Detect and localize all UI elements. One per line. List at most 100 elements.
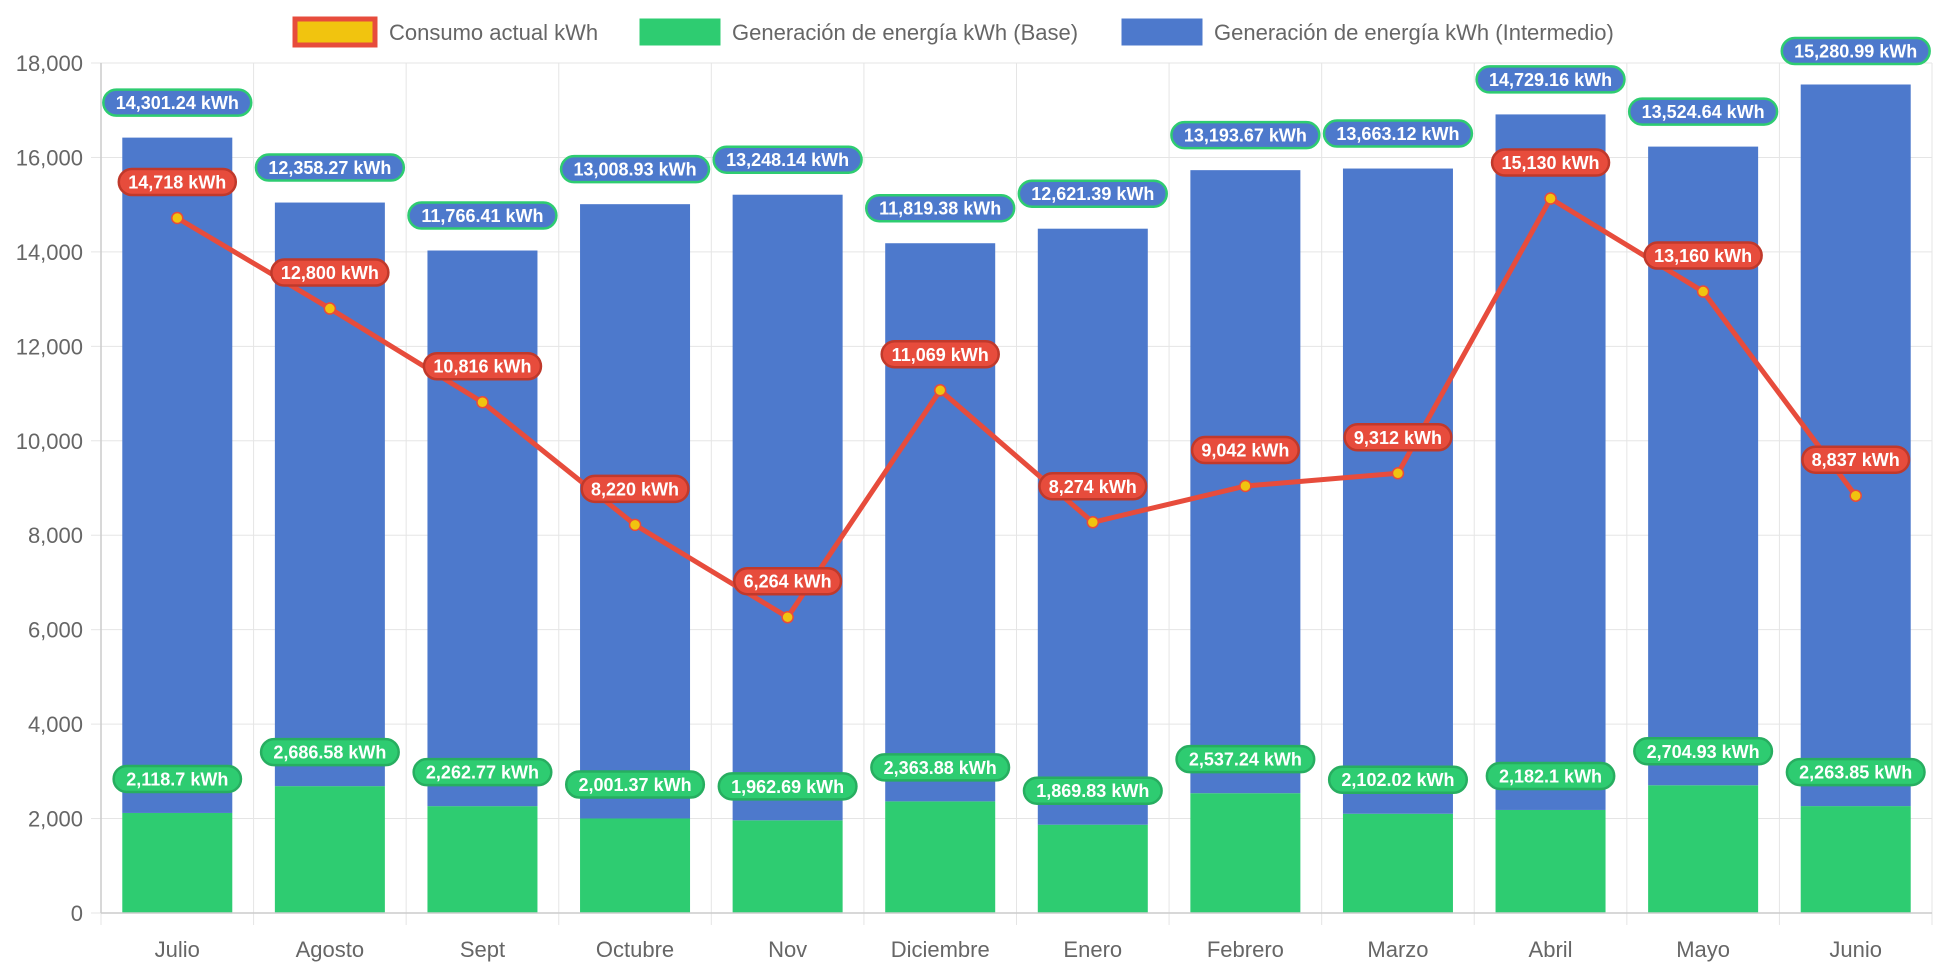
legend-swatch (639, 18, 721, 46)
consumption-value-label-bg (1343, 423, 1453, 452)
intermediate-value-label: 13,248.14 kWh (712, 145, 863, 174)
consumption-value-label-text: 8,220 kWh (591, 479, 679, 499)
base-value-label-bg (564, 770, 706, 799)
base-value-label-text: 2,102.02 kWh (1341, 770, 1454, 790)
x-tick-label: Octubre (596, 937, 674, 962)
consumption-value-label: 15,130 kWh (1490, 148, 1611, 177)
base-value-label: 2,537.24 kWh (1175, 744, 1316, 774)
y-tick-label: 0 (71, 901, 83, 926)
base-value-label-text: 1,869.83 kWh (1036, 781, 1149, 801)
consumption-value-label: 8,274 kWh (1038, 472, 1148, 501)
consumption-value-label-bg (1801, 445, 1911, 474)
intermediate-value-label-bg (1322, 119, 1474, 148)
consumption-value-label-bg (270, 258, 390, 287)
intermediate-value-label: 13,193.67 kWh (1170, 120, 1321, 150)
intermediate-value-label-text: 13,193.67 kWh (1184, 126, 1307, 146)
base-value-label: 2,001.37 kWh (564, 770, 706, 799)
intermediate-value-label-text: 13,248.14 kWh (726, 150, 849, 170)
consumption-value-label-bg (733, 566, 843, 596)
base-value-label-text: 2,537.24 kWh (1189, 750, 1302, 770)
intermediate-value-label: 13,524.64 kWh (1627, 97, 1779, 126)
consumption-point (323, 302, 337, 315)
x-tick-label: Agosto (296, 937, 365, 962)
intermediate-value-label-text: 15,280.99 kWh (1794, 42, 1917, 62)
intermediate-value-label-text: 13,008.93 kWh (574, 160, 697, 180)
x-axis: Julio Agosto Sept Octubre Nov Diciembre Enero F… (101, 912, 1932, 962)
base-value-label-text: 2,686.58 kWh (273, 743, 386, 763)
x-tick-label: Julio (155, 937, 200, 962)
consumption-value-label-text: 8,274 kWh (1049, 477, 1137, 497)
intermediate-value-label: 11,819.38 kWh (865, 193, 1016, 223)
base-value-label: 2,182.1 kWh (1485, 761, 1616, 791)
base-value-label-bg (1022, 776, 1163, 805)
y-tick-label: 6,000 (28, 618, 83, 643)
consumption-point (1239, 479, 1252, 493)
consumption-value-label-text: 10,816 kWh (433, 357, 531, 377)
base-value-label: 1,962.69 kWh (717, 772, 858, 801)
x-tick-label: Diciembre (891, 937, 990, 962)
intermediate-value-label-text: 11,766.41 kWh (421, 206, 543, 226)
legend-label: Consumo actual kWh (389, 20, 598, 45)
base-value-label-bg (1175, 744, 1316, 774)
x-tick-label: Marzo (1367, 937, 1428, 962)
consumption-point (1696, 285, 1710, 298)
base-value-label-text: 2,704.93 kWh (1647, 742, 1760, 762)
base-value-label-bg (259, 737, 400, 767)
bar-intermediate (580, 204, 691, 819)
legend[interactable]: Consumo actual kWh Generación de energía … (292, 16, 1614, 48)
bar-base (732, 820, 843, 913)
bar-base (427, 806, 538, 913)
intermediate-value-label-bg (1170, 120, 1321, 150)
base-value-label-bg (1785, 757, 1926, 787)
bar-intermediate (885, 243, 996, 802)
bar-base (1800, 806, 1911, 913)
consumption-value-label-bg (1190, 435, 1300, 465)
legend-swatch (1121, 18, 1203, 46)
base-value-label: 2,118.7 kWh (112, 764, 243, 794)
base-value-label-bg (112, 764, 243, 794)
x-tick-label: Enero (1063, 937, 1122, 962)
consumption-value-label: 14,718 kWh (117, 167, 238, 197)
intermediate-value-label-text: 12,358.27 kWh (268, 158, 391, 178)
consumption-value-label: 10,816 kWh (422, 351, 543, 381)
consumption-value-label-bg (1490, 148, 1611, 177)
intermediate-value-label-bg (1780, 36, 1931, 66)
legend-swatch (292, 16, 378, 48)
legend-label: Generación de energía kWh (Base) (732, 20, 1078, 45)
intermediate-value-label: 12,358.27 kWh (254, 153, 406, 182)
x-tick-label: Sept (460, 937, 505, 962)
consumption-value-label-bg (117, 167, 238, 197)
base-value-label-text: 2,262.77 kWh (426, 763, 539, 783)
consumption-value-label-text: 8,837 kWh (1812, 450, 1900, 470)
consumption-value-label: 8,220 kWh (580, 474, 690, 504)
x-tick-label: Febrero (1207, 937, 1284, 962)
legend-label: Generación de energía kWh (Intermedio) (1214, 20, 1614, 45)
consumption-point (628, 518, 642, 532)
intermediate-value-label: 12,621.39 kWh (1017, 179, 1168, 208)
base-value-label-text: 1,962.69 kWh (731, 777, 844, 797)
intermediate-value-label: 11,766.41 kWh (407, 201, 558, 230)
consumption-value-label-text: 14,718 kWh (128, 172, 226, 192)
intermediate-value-label-bg (712, 145, 863, 174)
consumption-line (176, 196, 1858, 620)
consumption-value-label-bg (1038, 472, 1148, 501)
intermediate-value-label: 13,008.93 kWh (559, 154, 711, 184)
base-value-label-bg (870, 753, 1011, 782)
consumption-value-label-bg (1643, 241, 1763, 270)
consumption-value-label: 9,312 kWh (1343, 423, 1453, 452)
intermediate-value-label-bg (407, 201, 558, 230)
consumption-value-label-text: 15,130 kWh (1502, 153, 1600, 173)
bar-intermediate (274, 202, 385, 787)
consumption-point (1391, 467, 1405, 480)
y-axis: 0 2,000 4,000 6,000 8,000 10,000 12,000 14,000 1… (16, 51, 102, 926)
base-value-label: 2,263.85 kWh (1785, 757, 1926, 787)
bar-base (885, 801, 996, 913)
legend-item[interactable]: Generación de energía kWh (Intermedio) (1121, 18, 1614, 46)
consumption-value-label-text: 9,312 kWh (1354, 428, 1442, 448)
legend-item[interactable]: Consumo actual kWh (292, 16, 598, 48)
consumption-value-label-text: 13,160 kWh (1654, 246, 1752, 266)
consumption-point (1086, 516, 1100, 529)
legend-item[interactable]: Generación de energía kWh (Base) (639, 18, 1078, 46)
consumption-value-label: 9,042 kWh (1190, 435, 1300, 465)
